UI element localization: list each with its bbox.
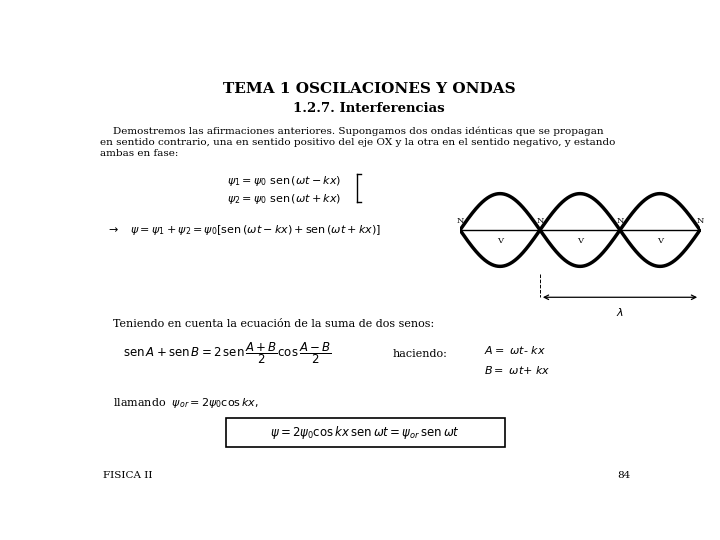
Text: N: N — [616, 217, 624, 225]
Text: $\psi = 2\psi_0\cos kx\,\mathrm{sen}\,\omega t = \psi_{or}\,\mathrm{sen}\,\omega: $\psi = 2\psi_0\cos kx\,\mathrm{sen}\,\o… — [270, 424, 460, 441]
Text: Teniendo en cuenta la ecuación de la suma de dos senos:: Teniendo en cuenta la ecuación de la sum… — [113, 319, 435, 329]
Text: $B=\ \omega t\text{+ }kx$: $B=\ \omega t\text{+ }kx$ — [485, 363, 551, 375]
Text: 1.2.7. Interferencias: 1.2.7. Interferencias — [293, 102, 445, 115]
Text: TEMA 1 OSCILACIONES Y ONDAS: TEMA 1 OSCILACIONES Y ONDAS — [222, 82, 516, 96]
Text: Demostremos las afirmaciones anteriores. Supongamos dos ondas idénticas que se p: Demostremos las afirmaciones anteriores.… — [113, 126, 604, 136]
Text: FISICA II: FISICA II — [104, 471, 153, 481]
Text: $\mathrm{sen}\,A + \mathrm{sen}\,B = 2\,\mathrm{sen}\,\dfrac{A+B}{2}\cos\dfrac{A: $\mathrm{sen}\,A + \mathrm{sen}\,B = 2\,… — [122, 341, 331, 367]
Text: $A=\ \omega t\text{- }kx$: $A=\ \omega t\text{- }kx$ — [485, 343, 546, 355]
Text: N: N — [536, 217, 544, 225]
Text: $\psi_1 = \psi_0\ \mathrm{sen}\,(\omega t - kx)$: $\psi_1 = \psi_0\ \mathrm{sen}\,(\omega … — [227, 174, 341, 188]
Text: 84: 84 — [618, 471, 631, 481]
Text: en sentido contrario, una en sentido positivo del eje OX y la otra en el sentido: en sentido contrario, una en sentido pos… — [99, 138, 615, 147]
Text: $\psi_2 = \psi_0\ \mathrm{sen}\,(\omega t + kx)$: $\psi_2 = \psi_0\ \mathrm{sen}\,(\omega … — [227, 192, 341, 206]
Text: N: N — [456, 217, 464, 225]
Text: $\lambda$: $\lambda$ — [616, 306, 624, 319]
Text: N: N — [696, 217, 703, 225]
Text: V: V — [657, 237, 663, 245]
Text: $\rightarrow \quad \psi = \psi_1 + \psi_2 = \psi_0\left[\mathrm{sen}\,(\omega t : $\rightarrow \quad \psi = \psi_1 + \psi_… — [106, 222, 381, 237]
Text: V: V — [497, 237, 503, 245]
Text: llamando  $\psi_{or} = 2\psi_0 \cos kx,$: llamando $\psi_{or} = 2\psi_0 \cos kx,$ — [113, 396, 259, 410]
Text: haciendo:: haciendo: — [392, 348, 447, 359]
Text: ambas en fase:: ambas en fase: — [99, 150, 178, 159]
Text: V: V — [577, 237, 583, 245]
FancyBboxPatch shape — [226, 418, 505, 448]
